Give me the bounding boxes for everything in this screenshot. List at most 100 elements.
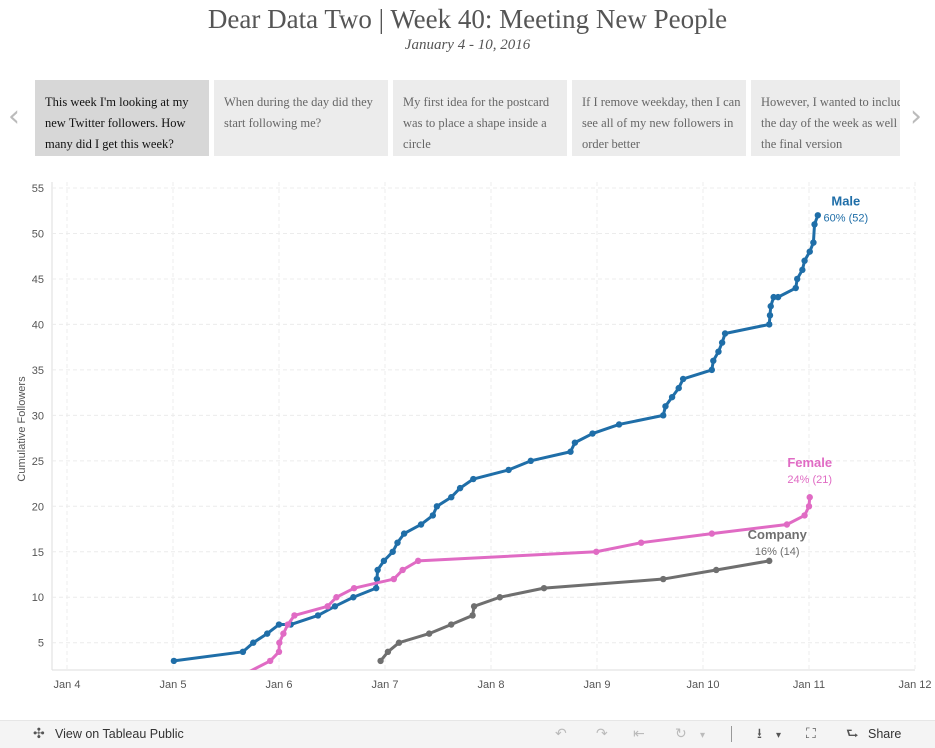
data-point-male xyxy=(571,439,579,446)
data-point-male xyxy=(721,330,729,337)
x-tick-label: Jan 6 xyxy=(266,679,293,691)
data-point-female xyxy=(637,539,645,546)
undo-icon[interactable]: ↶ xyxy=(555,726,567,742)
x-tick-label: Jan 8 xyxy=(478,679,505,691)
x-tick-label: Jan 5 xyxy=(160,679,187,691)
share-icon[interactable]: ⮑ xyxy=(846,726,859,742)
data-point-company xyxy=(660,575,667,583)
story-point-2[interactable]: When during the day did they start follo… xyxy=(214,80,388,156)
share-button[interactable]: Share xyxy=(868,727,902,741)
data-point-male xyxy=(400,530,408,537)
data-point-male xyxy=(250,639,257,646)
data-point-male xyxy=(470,475,477,483)
data-point-male xyxy=(675,384,682,392)
y-axis-label: Cumulative Followers xyxy=(16,376,28,482)
story-point-3[interactable]: My first idea for the postcard was to pl… xyxy=(393,80,567,156)
data-point-male xyxy=(331,603,339,610)
chevron-left-icon[interactable]: ‹ xyxy=(8,99,20,134)
data-point-female xyxy=(291,612,298,619)
y-tick-label: 15 xyxy=(32,547,44,559)
y-tick-label: 5 xyxy=(38,638,44,650)
series-value-label: 24% (21) xyxy=(787,474,832,486)
data-point-male xyxy=(567,448,574,455)
data-point-male xyxy=(264,630,271,637)
data-point-company xyxy=(496,594,504,601)
data-point-female xyxy=(275,648,283,656)
data-point-male xyxy=(710,357,717,364)
data-point-male xyxy=(801,257,808,264)
dashboard-subtitle: January 4 - 10, 2016 xyxy=(404,37,531,53)
data-point-male xyxy=(350,594,357,601)
refresh-icon[interactable]: ↻ xyxy=(675,726,687,742)
data-point-male xyxy=(668,393,676,401)
data-point-male xyxy=(662,403,669,410)
y-tick-label: 40 xyxy=(32,319,44,331)
data-point-male xyxy=(433,503,441,510)
data-point-male xyxy=(766,321,773,328)
series-value-label: 60% (52) xyxy=(824,212,869,224)
data-point-male xyxy=(239,648,247,656)
series-name-label: Female xyxy=(787,455,832,470)
series-line-company xyxy=(379,559,770,662)
data-point-female xyxy=(708,530,716,537)
data-point-male xyxy=(814,212,822,219)
data-point-female xyxy=(593,548,600,555)
data-point-male xyxy=(456,484,464,492)
data-point-male xyxy=(373,575,381,583)
y-tick-label: 30 xyxy=(32,410,44,422)
data-point-male xyxy=(811,221,818,228)
y-tick-label: 20 xyxy=(32,501,44,513)
data-point-female xyxy=(280,630,287,637)
y-tick-label: 45 xyxy=(32,274,44,286)
series-value-label: 16% (14) xyxy=(755,546,800,558)
x-tick-label: Jan 4 xyxy=(54,679,81,691)
data-point-male xyxy=(374,566,381,574)
data-point-company xyxy=(448,621,455,628)
story-point-5[interactable]: However, I wanted to include the day of … xyxy=(751,80,900,156)
series-line-male xyxy=(173,214,820,663)
story-point-1[interactable]: This week I'm looking at my new Twitter … xyxy=(35,80,209,156)
story-point-text: My first idea for the postcard was to pl… xyxy=(403,95,550,151)
download-dropdown-chevron-icon[interactable]: ▾ xyxy=(776,730,782,741)
story-point-text: However, I wanted to include the day of … xyxy=(761,95,900,151)
story-point-text: When during the day did they start follo… xyxy=(224,95,373,130)
data-point-company xyxy=(470,603,478,610)
data-point-male xyxy=(429,512,437,519)
fullscreen-icon[interactable]: ⛶ xyxy=(806,726,816,742)
x-tick-label: Jan 7 xyxy=(372,679,399,691)
tableau-logo-icon: ✣ xyxy=(33,726,45,742)
data-point-female xyxy=(284,621,292,628)
data-point-company xyxy=(384,648,392,656)
data-point-male xyxy=(770,293,777,301)
data-point-female xyxy=(266,657,274,665)
story-points-bar: This week I'm looking at my new Twitter … xyxy=(35,80,900,156)
revert-icon[interactable]: ⇤ xyxy=(633,726,645,742)
y-tick-label: 55 xyxy=(32,183,44,195)
data-point-male xyxy=(314,612,322,619)
dashboard-title: Dear Data Two | Week 40: Meeting New Peo… xyxy=(207,4,728,34)
story-point-text: If I remove weekday, then I can see all … xyxy=(582,95,741,151)
data-point-company xyxy=(469,612,476,619)
story-point-4[interactable]: If I remove weekday, then I can see all … xyxy=(572,80,746,156)
refresh-dropdown-chevron-icon[interactable]: ▾ xyxy=(700,730,706,741)
y-tick-label: 35 xyxy=(32,365,44,377)
story-point-text: This week I'm looking at my new Twitter … xyxy=(45,95,189,151)
data-point-female xyxy=(805,503,813,510)
data-point-female xyxy=(324,603,331,610)
data-point-male xyxy=(448,494,455,501)
data-point-company xyxy=(395,639,403,646)
redo-icon[interactable]: ↷ xyxy=(596,726,608,742)
data-point-male xyxy=(394,539,401,546)
data-point-male xyxy=(715,348,722,355)
view-on-tableau-link[interactable]: View on Tableau Public xyxy=(55,727,184,741)
download-icon[interactable]: ⭳ xyxy=(757,726,762,742)
data-point-male xyxy=(417,521,425,528)
data-point-female xyxy=(414,557,422,565)
chevron-right-icon[interactable]: › xyxy=(910,99,922,134)
data-point-male xyxy=(170,657,178,665)
series-line-female xyxy=(249,497,812,670)
data-point-male xyxy=(774,293,782,301)
data-point-company xyxy=(425,630,433,637)
data-point-male xyxy=(810,239,817,246)
data-point-female xyxy=(390,575,398,583)
